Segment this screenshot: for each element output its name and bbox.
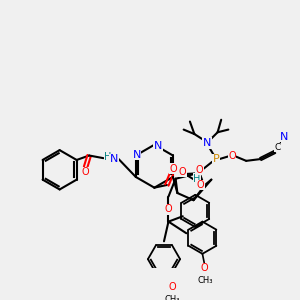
Text: N: N	[203, 138, 211, 148]
Text: H: H	[194, 174, 201, 184]
Text: O: O	[165, 204, 172, 214]
Text: N: N	[280, 132, 288, 142]
Text: H: H	[104, 152, 112, 162]
Text: O: O	[169, 164, 177, 174]
Text: P: P	[212, 154, 219, 164]
Text: N: N	[110, 154, 118, 164]
Text: CH₃: CH₃	[164, 296, 180, 300]
Text: N: N	[133, 150, 141, 160]
Text: O: O	[168, 282, 176, 292]
Text: O: O	[228, 152, 236, 161]
Text: O: O	[179, 167, 187, 177]
Text: O: O	[197, 180, 204, 190]
Text: N: N	[154, 141, 162, 151]
Text: O: O	[200, 263, 208, 273]
Text: CH₃: CH₃	[197, 276, 213, 285]
Text: O: O	[196, 165, 204, 175]
Text: C: C	[274, 143, 280, 152]
Text: O: O	[82, 167, 89, 178]
